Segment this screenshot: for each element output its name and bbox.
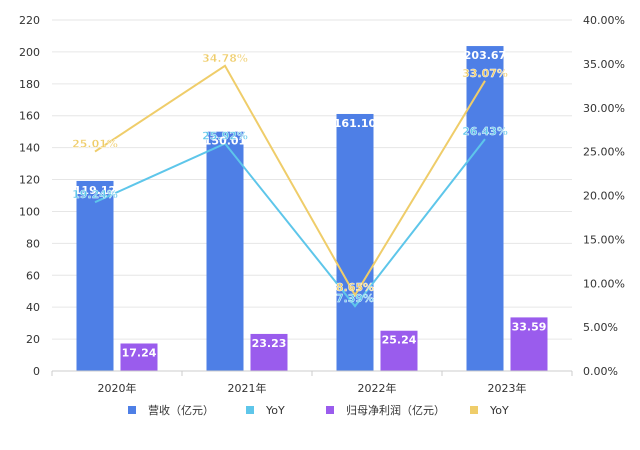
y-right-tick-label: 0.00% [583,365,618,378]
legend-swatch [470,406,478,414]
bar-value-label: 25.24 [382,334,417,347]
x-tick-label: 2023年 [488,381,527,395]
y-left-tick-label: 80 [26,237,40,250]
bar-value-label: 23.23 [252,337,287,350]
legend-swatch [128,406,136,414]
legend-swatch [246,406,254,414]
bar-value-label: 119.12 [74,184,116,197]
line-value-label: 34.78% [202,52,248,65]
line-value-label: 25.01% [72,138,118,151]
line-value-label: 26.43% [462,125,508,138]
legend-swatch [326,406,334,414]
axes: 0 20 40 60 80 100 120 140 160 180 200 220 0.00% 5.00%… [19,14,625,395]
bar-value-label: 33.59 [512,320,547,333]
bar-value-label: 150.01 [204,135,246,148]
bar-net-profit [250,333,288,371]
bar-net-profit [380,330,418,371]
y-right-tick-label: 35.00% [583,58,625,71]
y-right-tick-label: 5.00% [583,321,618,334]
y-right-tick-label: 15.00% [583,233,625,246]
y-right-tick-label: 30.00% [583,102,625,115]
legend-label: 归母净利润（亿元） [346,403,445,417]
y-right-tick-label: 40.00% [583,14,625,27]
y-left-tick-label: 220 [19,14,40,27]
bar-revenue [206,131,244,371]
y-left-tick-label: 20 [26,333,40,346]
bar-value-label: 161.10 [334,117,377,130]
bar-revenue [466,46,504,371]
x-tick-label: 2021年 [228,381,267,395]
bar-value-label: 17.24 [122,346,157,359]
legend-label: 营收（亿元） [148,403,214,417]
line-value-label: 19.24% [72,188,118,201]
bar-revenue [336,113,374,371]
line-yoy-revenue [94,138,486,308]
y-right-tick-label: 25.00% [583,146,625,159]
bar-revenue [76,180,114,371]
line-value-label: 33.07% [462,67,508,80]
data-labels: 119.12 150.01 161.10 203.67 17.24 23.23 25.24 3… [72,49,547,359]
bar-net-profit [510,317,548,371]
y-left-tick-label: 100 [19,205,40,218]
y-left-tick-label: 40 [26,301,40,314]
y-left-tick-label: 140 [19,142,40,155]
x-tick-label: 2020年 [98,381,137,395]
y-left-tick-label: 60 [26,269,40,282]
line-value-label: 7.39% [336,292,374,305]
bar-value-label: 203.67 [464,49,506,62]
y-right-tick-label: 10.00% [583,277,625,290]
line-value-label: 8.65% [336,281,374,294]
legend-label: YoY [265,404,285,417]
y-right-tick-label: 20.00% [583,190,625,203]
x-tick-label: 2022年 [358,381,397,395]
y-left-tick-label: 120 [19,174,40,187]
lines [94,64,486,308]
legend-label: YoY [489,404,509,417]
line-yoy-net-profit [94,64,486,298]
legend: 营收（亿元） YoY 归母净利润（亿元） YoY [128,403,509,417]
y-left-tick-label: 200 [19,46,40,59]
bar-net-profit [120,343,158,371]
y-left-tick-label: 0 [33,365,40,378]
y-left-tick-label: 160 [19,110,40,123]
line-value-label: 25.92% [202,130,248,143]
y-left-tick-label: 180 [19,78,40,91]
